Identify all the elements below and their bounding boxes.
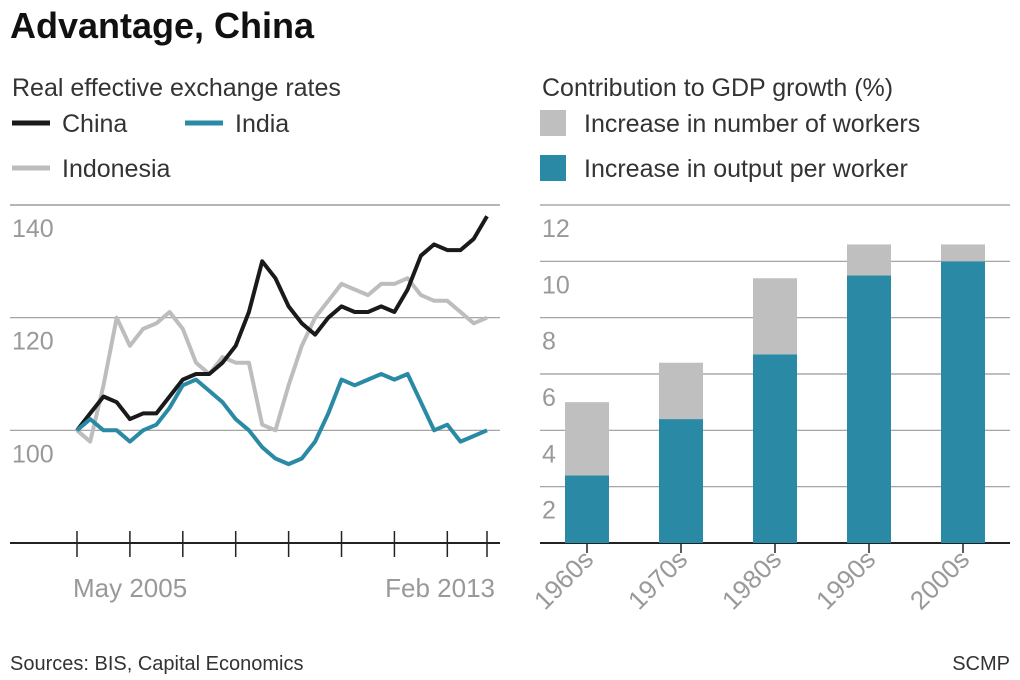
legend-label: China — [62, 110, 127, 138]
y-tick-label: 140 — [12, 215, 54, 243]
bar-segment — [753, 278, 797, 355]
y-tick-label: 8 — [542, 328, 556, 356]
y-tick-label: 2 — [542, 497, 556, 525]
legend-label: Indonesia — [62, 155, 171, 183]
bar-segment — [659, 419, 703, 543]
page-title: Advantage, China — [10, 5, 315, 46]
y-tick-label: 4 — [542, 440, 556, 468]
x-tick-label: 1980s — [716, 544, 787, 615]
y-tick-label: 12 — [542, 215, 570, 243]
bar-segment — [565, 475, 609, 543]
x-tick-label: Feb 2013 — [385, 573, 495, 603]
bar-segment — [941, 244, 985, 262]
x-tick-label: 1990s — [810, 544, 881, 615]
x-tick-label: May 2005 — [73, 573, 187, 603]
y-tick-label: 100 — [12, 440, 54, 468]
bar-segment — [753, 354, 797, 543]
bar-segment — [847, 244, 891, 276]
bar-segment — [659, 362, 703, 420]
line-series — [75, 372, 488, 467]
legend-label: India — [235, 110, 289, 138]
x-tick-label: 1960s — [528, 544, 599, 615]
legend-label: Increase in output per worker — [584, 155, 908, 183]
x-tick-label: 1970s — [622, 544, 693, 615]
bar-segment — [565, 402, 609, 476]
line-series — [75, 276, 488, 444]
chart-title: Real effective exchange rates — [12, 74, 341, 102]
chart-title: Contribution to GDP growth (%) — [542, 74, 893, 102]
source: Sources: BIS, Capital Economics — [10, 653, 303, 675]
bar-segment — [847, 275, 891, 543]
legend-swatch — [540, 110, 566, 136]
bar-segment — [941, 261, 985, 543]
legend-swatch — [540, 155, 566, 181]
legend-label: Increase in number of workers — [584, 110, 920, 138]
y-tick-label: 6 — [542, 384, 556, 412]
y-tick-label: 10 — [542, 271, 570, 299]
line-series — [75, 215, 489, 432]
credit: SCMP — [952, 653, 1010, 675]
y-tick-label: 120 — [12, 328, 54, 356]
x-tick-label: 2000s — [904, 544, 975, 615]
